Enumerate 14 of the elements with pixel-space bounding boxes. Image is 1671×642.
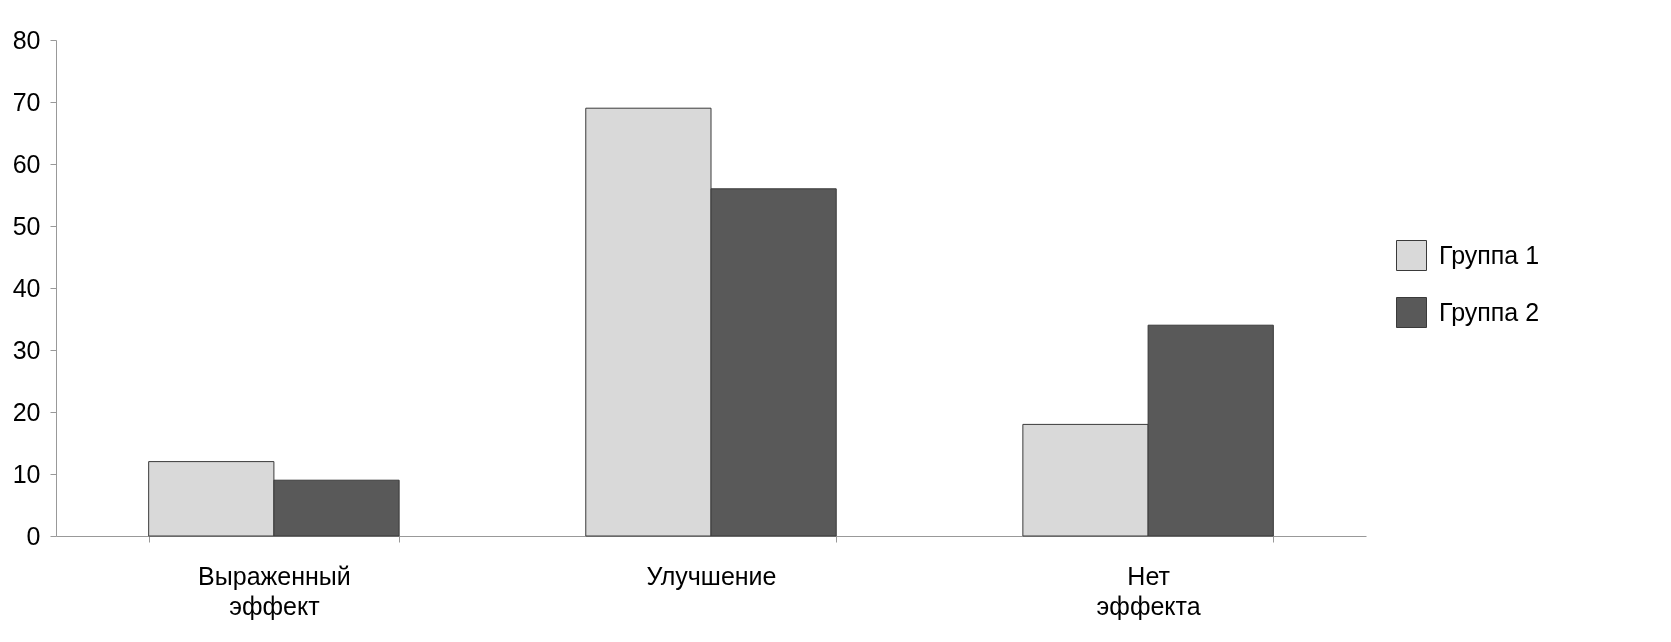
- y-tick-label: 60: [12, 149, 41, 178]
- y-tick-label: 80: [12, 25, 41, 54]
- y-tick-label: 40: [12, 273, 41, 302]
- legend-label: Группа 2: [1439, 297, 1540, 326]
- y-tick-label: 20: [12, 397, 41, 426]
- legend-label: Группа 1: [1439, 240, 1540, 269]
- x-tick-label: Выраженный эффект: [198, 561, 351, 620]
- y-tick-label: 30: [12, 335, 41, 364]
- y-tick-label: 10: [12, 459, 41, 488]
- y-tick-label: 50: [12, 211, 41, 240]
- y-tick-label: 70: [12, 87, 41, 116]
- x-tick-label: Нет эффекта: [1096, 561, 1201, 620]
- x-tick-label: Улучшение: [646, 561, 777, 590]
- y-tick-label: 0: [26, 521, 41, 550]
